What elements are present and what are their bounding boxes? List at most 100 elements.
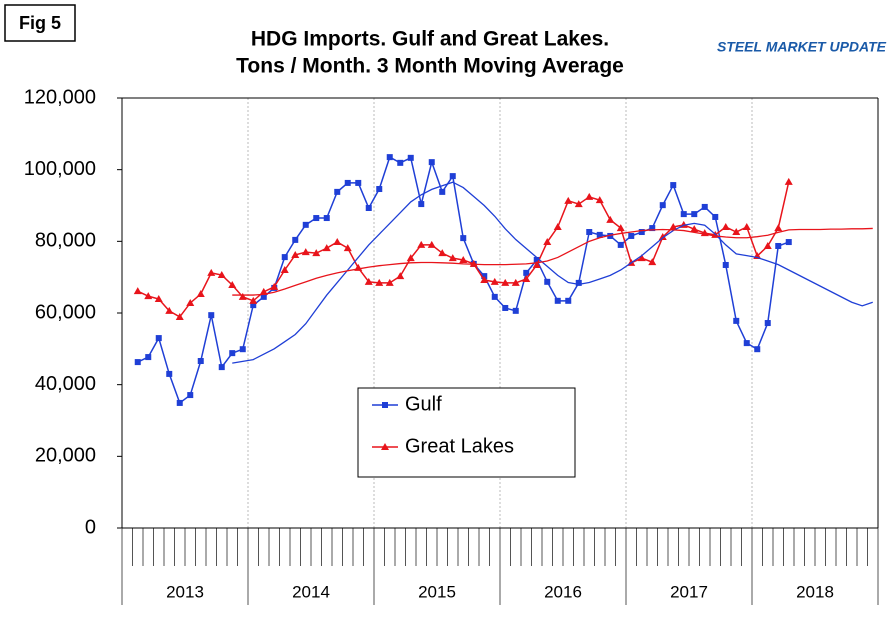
marker [250, 302, 257, 309]
marker [763, 241, 772, 249]
marker [565, 297, 572, 304]
marker [691, 211, 698, 218]
marker [133, 287, 142, 295]
marker [784, 177, 793, 185]
marker [302, 221, 309, 228]
marker [166, 370, 173, 377]
y-tick-label: 0 [85, 516, 96, 538]
marker [511, 278, 520, 286]
marker [460, 235, 467, 242]
marker [774, 224, 783, 232]
marker [207, 268, 216, 276]
marker [733, 317, 740, 324]
marker [376, 186, 383, 193]
marker [270, 282, 279, 290]
marker [606, 215, 615, 223]
marker [385, 278, 394, 286]
legend-label: Great Lakes [405, 435, 514, 457]
marker [427, 240, 436, 248]
marker [742, 223, 751, 230]
marker [669, 223, 678, 230]
logo: STEEL MARKET UPDATE [717, 39, 887, 55]
marker [365, 205, 372, 212]
marker [469, 259, 478, 267]
marker [154, 295, 163, 303]
marker [680, 211, 687, 218]
marker [439, 188, 446, 195]
marker [313, 215, 320, 222]
marker [616, 224, 625, 232]
marker [637, 254, 646, 262]
marker [658, 233, 667, 241]
marker [480, 276, 489, 284]
marker [355, 179, 362, 186]
marker [732, 228, 741, 236]
marker [197, 358, 204, 365]
marker [617, 241, 624, 248]
marker [187, 392, 194, 399]
y-tick-label: 80,000 [35, 230, 96, 252]
marker [544, 278, 551, 285]
marker [280, 266, 289, 273]
y-tick-label: 120,000 [24, 86, 96, 108]
marker [628, 232, 635, 239]
marker [301, 248, 310, 256]
marker [564, 196, 573, 204]
marker [428, 159, 435, 166]
year-label: 2015 [418, 582, 456, 601]
marker [533, 256, 540, 263]
trend-line [232, 181, 873, 364]
marker [586, 229, 593, 236]
marker [144, 292, 153, 300]
marker [459, 255, 468, 263]
marker [638, 229, 645, 236]
marker [364, 277, 373, 285]
marker [406, 254, 415, 262]
fig-label: Fig 5 [19, 13, 61, 33]
marker [596, 231, 603, 238]
year-label: 2017 [670, 582, 708, 601]
marker [292, 236, 299, 243]
marker [260, 293, 267, 300]
legend-marker [382, 402, 388, 408]
marker [491, 293, 498, 300]
marker [175, 312, 184, 320]
marker [764, 320, 771, 327]
chart-title: Tons / Month. 3 Month Moving Average [236, 55, 624, 78]
marker [375, 278, 384, 286]
marker [659, 202, 666, 209]
marker [607, 232, 614, 239]
marker [417, 240, 426, 248]
marker [238, 292, 247, 300]
legend-marker [381, 443, 389, 450]
marker [574, 200, 583, 208]
marker [208, 312, 215, 319]
marker [217, 271, 226, 279]
marker [218, 364, 225, 371]
marker [239, 346, 246, 353]
marker [145, 354, 152, 361]
marker [722, 261, 729, 268]
marker [291, 250, 300, 258]
marker [396, 272, 405, 280]
marker [397, 159, 404, 166]
legend-box [357, 387, 576, 478]
marker [196, 290, 205, 298]
y-tick-label: 60,000 [35, 301, 96, 323]
marker [386, 154, 393, 161]
fig-box [4, 4, 76, 42]
marker [575, 279, 582, 286]
marker [322, 244, 331, 252]
marker [775, 242, 782, 249]
marker [165, 306, 174, 314]
marker [418, 201, 425, 208]
marker [754, 346, 761, 353]
marker [281, 254, 288, 261]
marker [312, 249, 321, 257]
marker [407, 154, 414, 161]
marker [501, 278, 510, 286]
marker [532, 260, 541, 268]
year-label: 2016 [544, 582, 582, 601]
legend-label: Gulf [405, 393, 442, 415]
